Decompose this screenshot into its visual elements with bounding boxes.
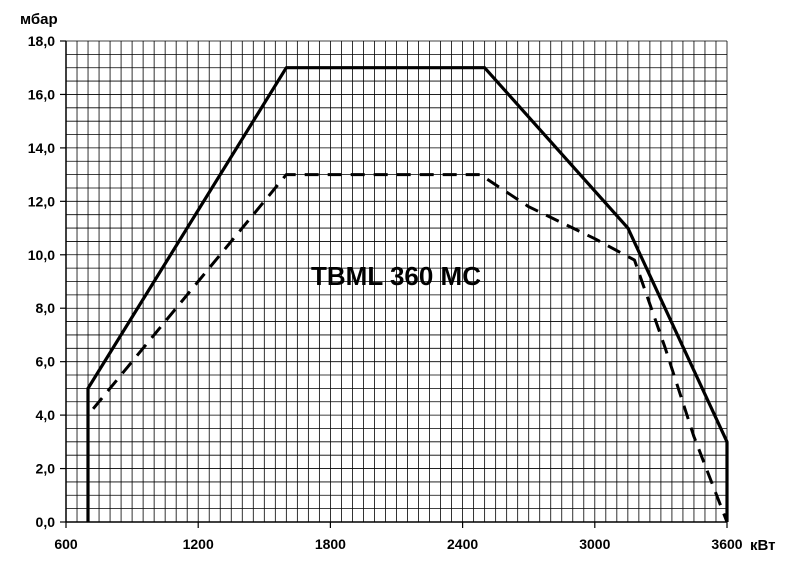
y-tick-label: 12,0 (28, 193, 55, 209)
x-tick-label: 3000 (579, 536, 610, 552)
y-tick-label: 10,0 (28, 247, 55, 263)
y-tick-label: 4,0 (36, 407, 56, 423)
y-tick-label: 18,0 (28, 33, 55, 49)
x-tick-label: 1200 (183, 536, 214, 552)
chart-tick-labels: 0,0 2,0 4,0 6,0 8,0 10,0 12,0 14,0 16,0 18,0 600 12… (28, 33, 743, 552)
x-tick-label: 600 (54, 536, 78, 552)
y-tick-label: 0,0 (36, 514, 56, 530)
chart-title: TBML 360 MC (311, 261, 481, 291)
y-tick-label: 6,0 (36, 354, 56, 370)
x-tick-label: 1800 (315, 536, 346, 552)
y-tick-label: 8,0 (36, 300, 56, 316)
y-tick-label: 16,0 (28, 86, 55, 102)
y-axis-unit: мбар (20, 11, 58, 28)
x-tick-label: 2400 (447, 536, 478, 552)
x-tick-label: 3600 (711, 536, 742, 552)
chart-series (86, 66, 729, 523)
dashed-series-line (86, 173, 729, 523)
y-tick-label: 14,0 (28, 140, 55, 156)
y-tick-label: 2,0 (36, 461, 56, 477)
chart-axes (60, 40, 728, 528)
x-axis-unit: кВт (750, 537, 776, 554)
solid-series-line (86, 66, 729, 522)
